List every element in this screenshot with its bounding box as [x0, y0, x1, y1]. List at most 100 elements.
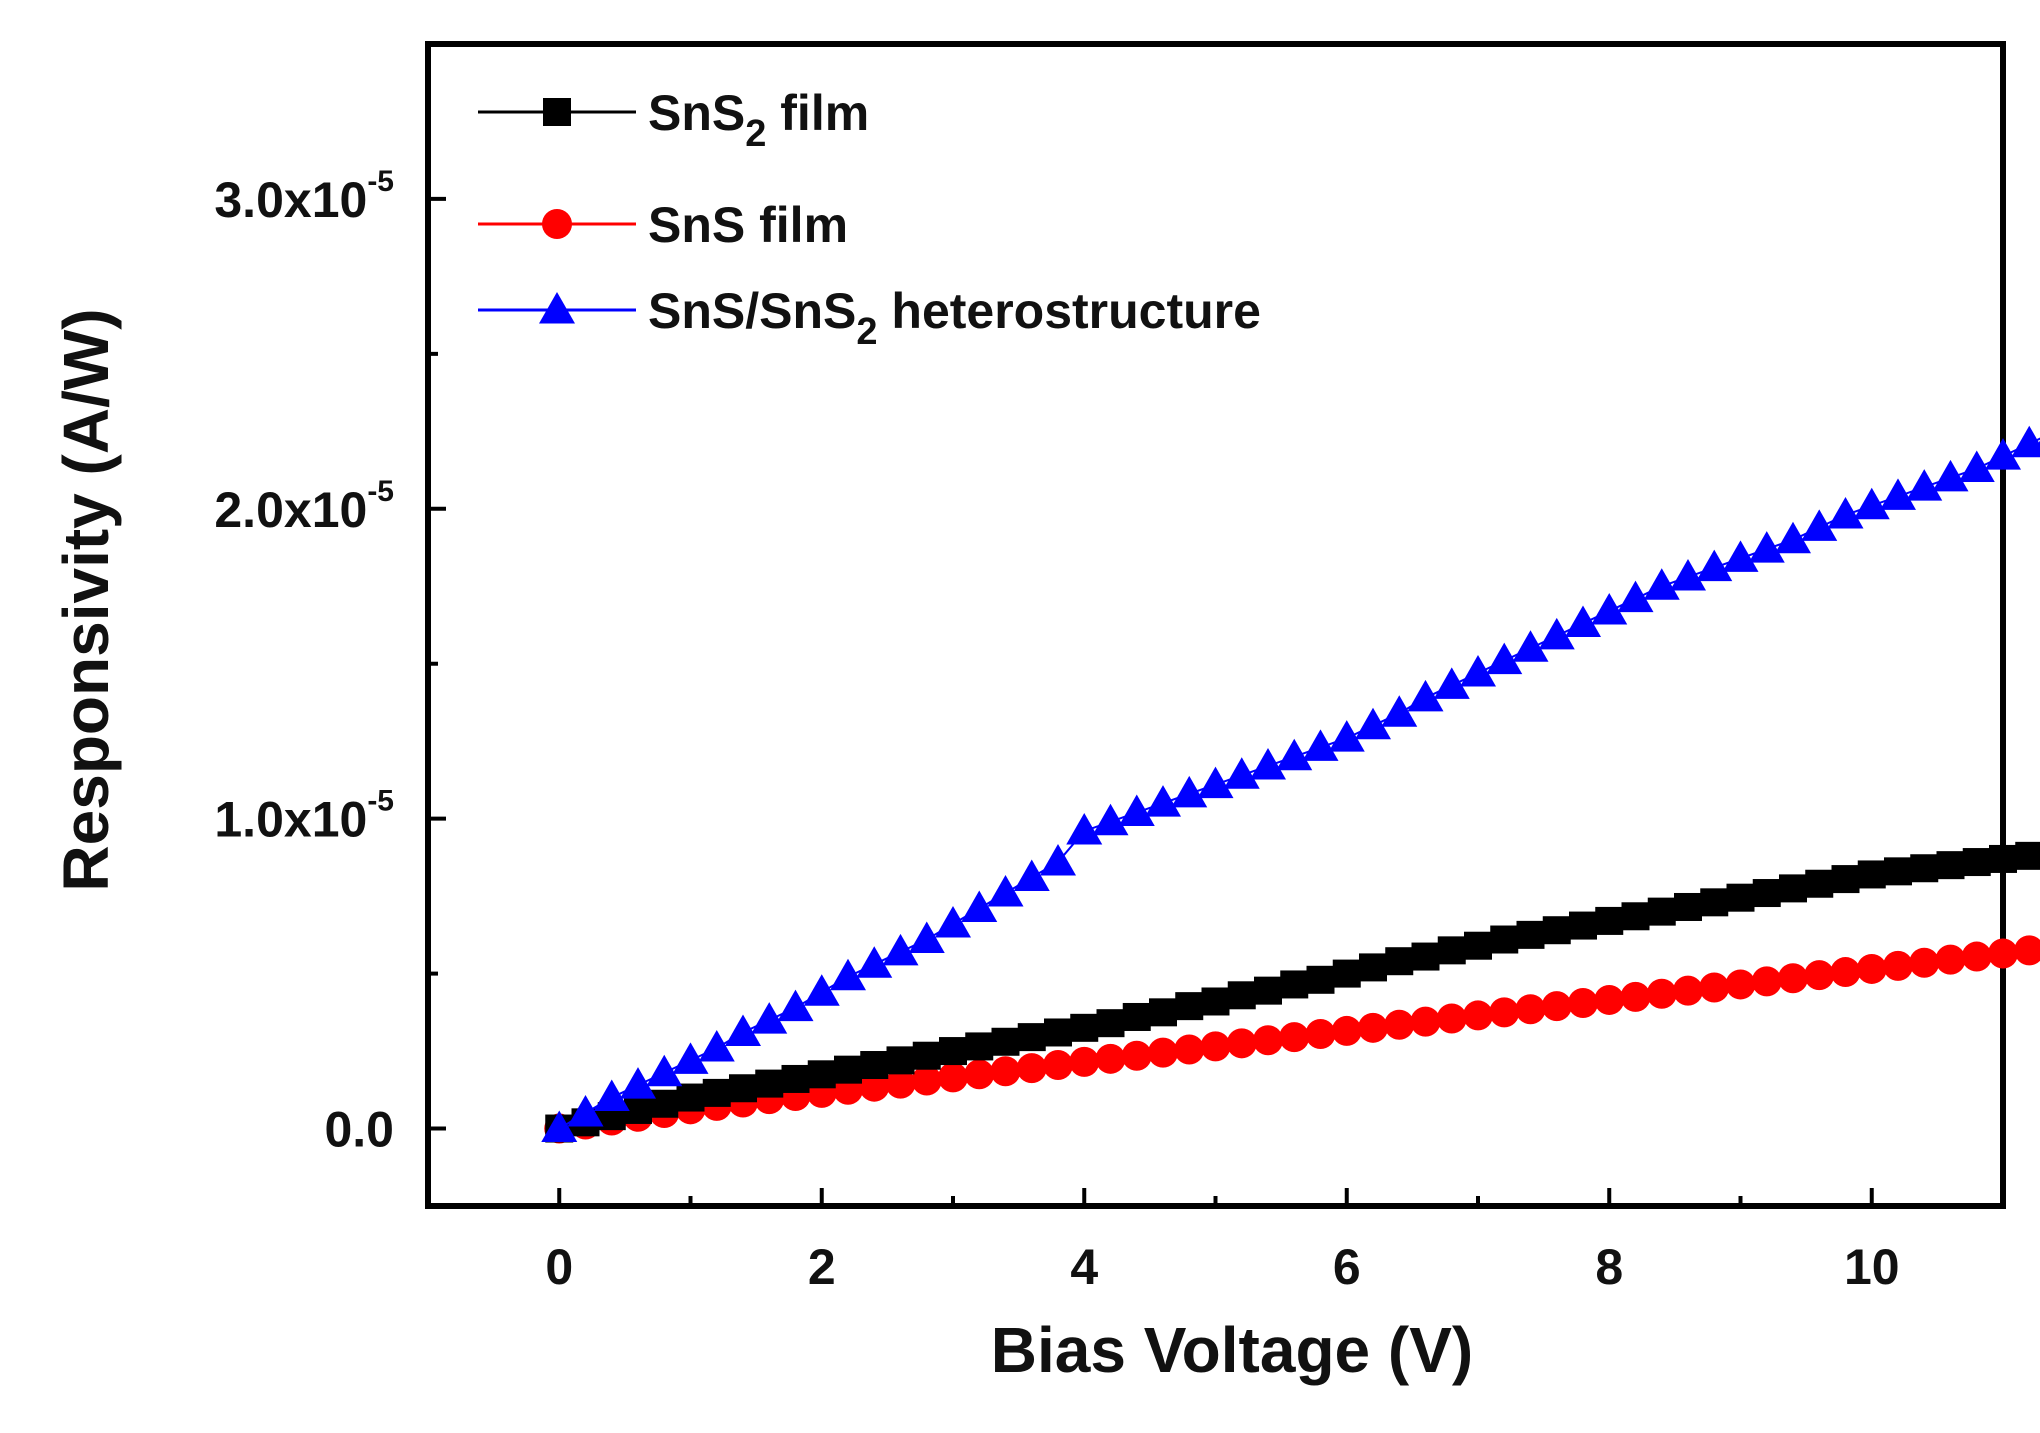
data-point: [1355, 707, 1391, 740]
data-point: [1831, 865, 1860, 894]
data-point: [781, 1064, 810, 1093]
data-point: [886, 1046, 915, 1075]
data-point: [1857, 860, 1886, 889]
data-point: [1223, 757, 1260, 789]
data-point: [1538, 617, 1575, 650]
data-point: [777, 989, 814, 1022]
data-point: [1853, 487, 1890, 520]
data-point: [1464, 931, 1492, 960]
data-point: [1936, 851, 1965, 880]
data-point: [1962, 848, 1991, 877]
data-point: [1460, 655, 1496, 687]
data-point: [1906, 469, 1943, 501]
data-point: [725, 1014, 761, 1046]
data-point: [1069, 1046, 1100, 1077]
data-point: [1489, 997, 1520, 1028]
data-point: [1989, 844, 2017, 873]
data-point: [1411, 942, 1440, 971]
data-point: [620, 1067, 656, 1099]
series-group: [541, 425, 2040, 1144]
data-point: [1643, 568, 1680, 600]
data-point: [1463, 1000, 1493, 1031]
data-point: [987, 875, 1024, 907]
legend-text-part: film: [766, 85, 869, 141]
data-point: [1145, 785, 1181, 817]
data-point: [567, 1095, 604, 1127]
data-point: [1490, 925, 1519, 954]
data-point: [1227, 981, 1256, 1010]
data-point: [1407, 679, 1444, 712]
data-point: [1118, 794, 1155, 826]
data-point: [1070, 1013, 1099, 1042]
legend-marker: [543, 98, 571, 126]
data-point: [1122, 1002, 1151, 1031]
data-point: [1670, 558, 1706, 591]
data-point: [1541, 991, 1572, 1022]
data-point: [1305, 1019, 1336, 1050]
data-point: [1253, 1025, 1283, 1056]
data-point: [1306, 965, 1335, 994]
data-point: [1778, 963, 1808, 994]
data-point: [1827, 496, 1864, 529]
data-point: [1200, 1031, 1231, 1062]
x-axis-title: Bias Voltage (V): [991, 1314, 1473, 1386]
data-point: [1961, 941, 1992, 972]
x-tick-label: 2: [808, 1239, 836, 1295]
data-point: [1696, 549, 1733, 582]
data-point: [964, 1059, 995, 1090]
data-point: [1433, 667, 1470, 699]
legend-item: SnS film: [478, 197, 848, 253]
legend-subscript: 2: [856, 311, 877, 353]
data-point: [1591, 593, 1628, 625]
data-point: [1883, 950, 1913, 981]
data-point: [885, 1068, 916, 1099]
data-point: [1699, 972, 1730, 1003]
data-point: [1752, 879, 1781, 908]
data-point: [1016, 1053, 1047, 1084]
data-point: [1328, 720, 1365, 752]
data-point: [676, 1083, 705, 1112]
data-point: [1512, 630, 1549, 662]
legend-label: SnS2 film: [648, 85, 869, 155]
data-point: [1568, 988, 1598, 1019]
y-axis-title: Responsivity (A/W): [50, 308, 122, 891]
y-tick-label: 3.0x10-5: [214, 165, 394, 228]
data-point: [1617, 580, 1654, 613]
x-tick-label: 4: [1070, 1239, 1098, 1295]
data-point: [939, 1037, 967, 1066]
data-point: [1040, 844, 1076, 876]
y-tick-label: 2.0x10-5: [214, 475, 394, 538]
data-point: [1674, 892, 1702, 921]
data-point: [1805, 869, 1834, 898]
data-point: [1910, 854, 1939, 883]
data-point: [1017, 1023, 1046, 1052]
data-point: [807, 1060, 836, 1089]
data-point: [2014, 935, 2040, 966]
legend-subscript: 2: [745, 113, 766, 155]
data-point: [1804, 960, 1835, 991]
data-point: [1280, 970, 1309, 999]
data-point: [1171, 775, 1208, 808]
data-point: [1565, 605, 1601, 637]
data-point: [755, 1069, 784, 1098]
series-square: [545, 841, 2040, 1143]
data-point: [1646, 978, 1677, 1009]
x-tick-label: 0: [545, 1239, 573, 1295]
data-point: [1958, 450, 1995, 483]
y-tick-exponent: -5: [367, 785, 394, 818]
data-point: [2011, 425, 2040, 458]
data-point: [650, 1089, 679, 1118]
data-point: [1279, 1022, 1310, 1053]
data-point: [961, 890, 998, 923]
data-point: [1066, 813, 1103, 845]
series-circle: [544, 935, 2040, 1144]
data-point: [1359, 953, 1387, 982]
data-point: [935, 906, 971, 938]
data-point: [1779, 874, 1807, 903]
data-point: [1726, 883, 1755, 912]
x-tick-label: 6: [1333, 1239, 1361, 1295]
data-point: [938, 1062, 968, 1093]
data-point: [1013, 859, 1050, 892]
